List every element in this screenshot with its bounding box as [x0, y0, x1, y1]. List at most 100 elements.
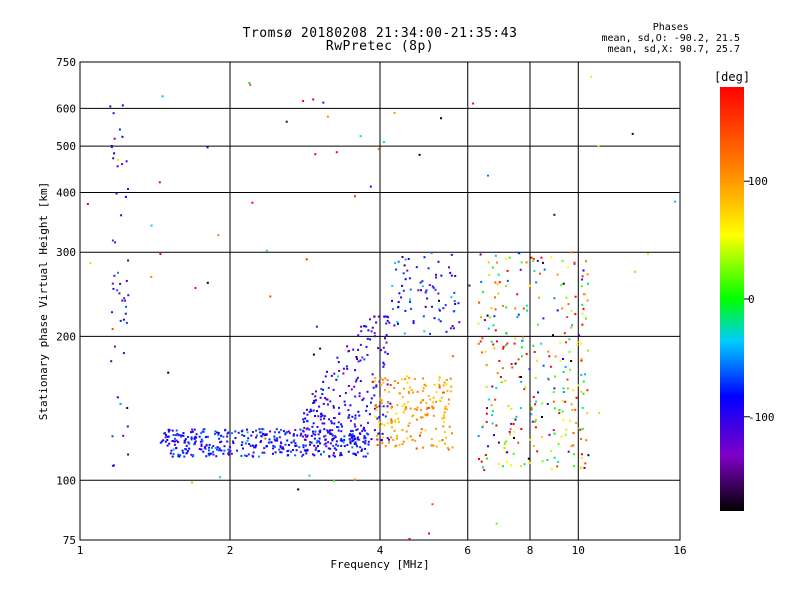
- data-point: [251, 444, 254, 447]
- data-point: [481, 351, 483, 354]
- data-point: [333, 447, 336, 450]
- data-point: [113, 274, 116, 277]
- data-point: [449, 327, 452, 330]
- data-point: [509, 428, 512, 431]
- data-point: [321, 414, 324, 417]
- data-point: [426, 407, 429, 410]
- data-point: [574, 408, 577, 411]
- data-point: [569, 368, 572, 371]
- data-point: [366, 405, 368, 408]
- data-point: [423, 330, 426, 333]
- data-point: [347, 409, 350, 412]
- data-point: [254, 445, 257, 448]
- data-point: [227, 448, 230, 451]
- x-tick-label: 8: [527, 544, 534, 557]
- data-point: [398, 292, 401, 295]
- data-point: [202, 430, 205, 433]
- data-point: [537, 323, 539, 326]
- data-point: [408, 390, 410, 393]
- data-point: [247, 453, 250, 456]
- data-point: [242, 447, 244, 450]
- data-point: [248, 82, 251, 84]
- data-point: [457, 302, 460, 305]
- data-point: [262, 428, 265, 431]
- data-point: [358, 438, 361, 441]
- data-point: [498, 360, 501, 362]
- data-point: [443, 414, 445, 417]
- data-point: [587, 349, 590, 352]
- data-point: [216, 431, 218, 434]
- data-point: [111, 311, 113, 314]
- data-point: [350, 388, 353, 391]
- data-point: [353, 435, 356, 438]
- data-point: [548, 433, 551, 436]
- data-point: [447, 398, 450, 401]
- data-point: [191, 428, 194, 431]
- data-point: [365, 345, 368, 348]
- data-point: [301, 455, 303, 458]
- data-point: [220, 434, 223, 437]
- data-point: [435, 445, 438, 448]
- stats-line-x: mean, sd,X: 90.7, 25.7: [607, 44, 740, 55]
- data-point: [282, 430, 285, 433]
- data-point: [421, 280, 424, 283]
- data-point: [505, 284, 507, 287]
- data-point: [579, 428, 582, 431]
- data-point: [182, 434, 185, 437]
- data-point: [432, 396, 435, 399]
- data-point: [647, 253, 649, 256]
- data-point: [111, 328, 114, 330]
- data-point: [333, 479, 336, 482]
- data-point: [376, 434, 379, 437]
- data-point: [321, 393, 324, 396]
- data-point: [113, 152, 116, 155]
- data-point: [384, 445, 387, 448]
- data-point: [477, 342, 480, 345]
- data-point: [217, 449, 220, 452]
- data-point: [158, 181, 161, 184]
- data-point: [509, 433, 511, 436]
- data-point: [208, 443, 211, 446]
- data-point: [322, 388, 325, 391]
- data-point: [223, 445, 226, 448]
- data-point: [280, 428, 283, 431]
- data-point: [202, 428, 205, 431]
- data-point: [246, 428, 248, 431]
- data-point: [290, 450, 292, 453]
- data-point: [272, 447, 275, 450]
- data-point: [354, 425, 357, 428]
- data-point: [559, 359, 562, 362]
- data-point: [386, 379, 389, 381]
- data-point: [299, 451, 302, 454]
- data-point: [319, 418, 322, 421]
- data-point: [520, 261, 523, 264]
- data-point: [442, 307, 445, 310]
- data-point: [127, 453, 130, 456]
- data-point: [302, 420, 305, 423]
- data-point: [580, 457, 583, 460]
- data-point: [324, 434, 327, 437]
- data-point: [409, 435, 412, 438]
- data-point: [440, 274, 443, 277]
- data-point: [394, 380, 396, 382]
- data-point: [553, 407, 556, 410]
- data-point: [415, 408, 418, 411]
- data-point: [303, 426, 306, 429]
- data-point: [243, 454, 246, 457]
- data-point: [362, 397, 365, 400]
- data-point: [359, 359, 362, 362]
- data-point: [377, 432, 380, 435]
- data-point: [361, 356, 364, 359]
- y-tick-label: 100: [56, 474, 76, 487]
- data-point: [272, 452, 274, 455]
- data-point: [322, 101, 325, 104]
- x-tick-label: 4: [377, 544, 384, 557]
- data-point: [566, 387, 569, 390]
- data-point: [559, 341, 562, 344]
- data-point: [248, 443, 251, 445]
- data-point: [488, 273, 491, 276]
- data-point: [581, 406, 584, 409]
- data-point: [328, 455, 331, 458]
- data-point: [125, 280, 128, 282]
- data-point: [438, 309, 441, 312]
